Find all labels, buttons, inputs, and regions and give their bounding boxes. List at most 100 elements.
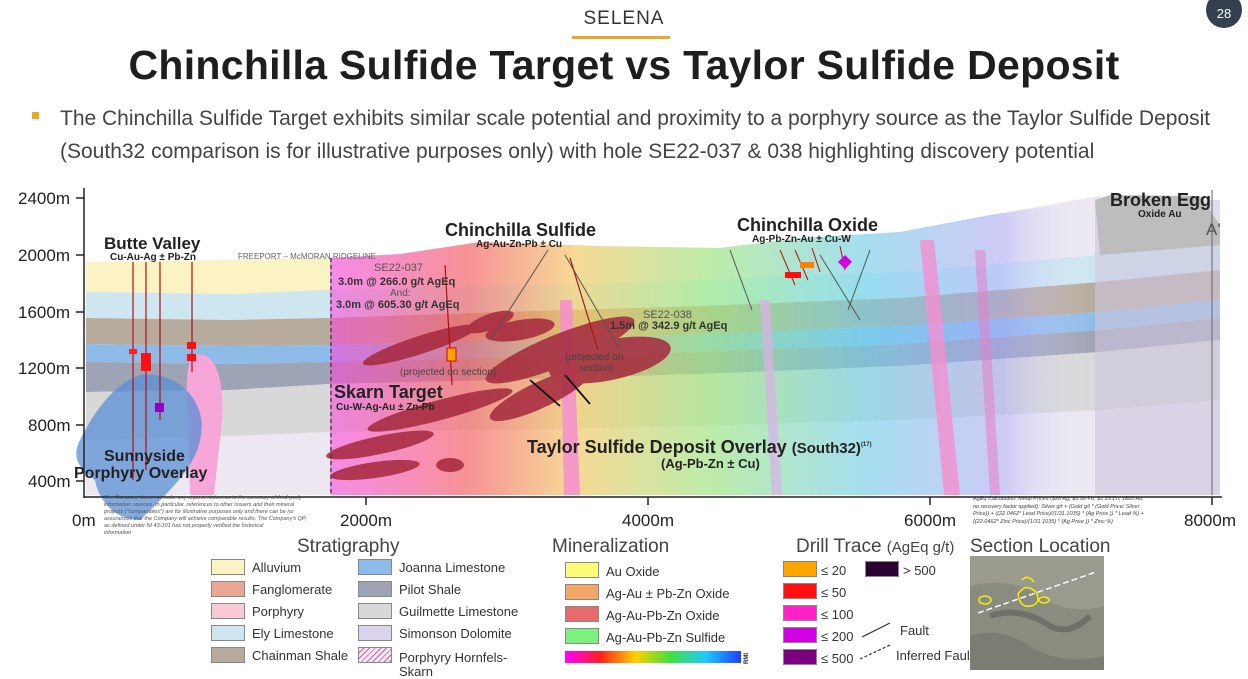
taylor-ref: (17) (860, 442, 872, 448)
swatch-chainman-shale (211, 647, 245, 663)
legend-le-100: ≤ 100 (821, 607, 854, 622)
swatch-le-20 (783, 561, 817, 577)
fault-symbol-icon (861, 622, 891, 638)
legend-fault: Fault (900, 623, 929, 638)
legend-ely-limestone: Ely Limestone (252, 626, 334, 641)
bullet-text: The Chinchilla Sulfide Target exhibits s… (60, 107, 1211, 163)
section-end-label: A' (1206, 220, 1221, 239)
ridgeline-label: FREEPORT – McMORAN RIDGELINE (238, 252, 376, 261)
swatch-gt-500 (865, 561, 899, 577)
drill-trace-title-text: Drill Trace (796, 536, 882, 557)
swatch-ely-limestone (211, 625, 245, 641)
legend-pilot-shale: Pilot Shale (399, 582, 462, 597)
section-location-map (970, 556, 1104, 670)
legend-ag-au-pb-zn-sulfide: Ag-Au-Pb-Zn Sulfide (606, 630, 726, 645)
ageq-line: AgEq Calculation: Metal Prices ($20 Ag, … (973, 496, 1144, 502)
company-name: SELENA (583, 8, 665, 29)
legend-inferred-fault: Inferred Fault (896, 648, 974, 663)
se22-038-int1: 1.5m @ 342.9 g/t AgEq (610, 320, 728, 332)
swatch-ag-au-pb-zn-sulfide (565, 628, 599, 644)
section-location-title: Section Location (970, 536, 1111, 557)
legend-le-50: ≤ 50 (821, 585, 847, 600)
stratigraphy-title: Stratigraphy (297, 536, 400, 557)
chinchilla-sulfide-sub: Ag-Au-Zn-Pb ± Cu (476, 239, 563, 250)
broken-egg-label: Broken Egg (1110, 190, 1212, 210)
legend-ag-au-pb-zn-oxide-a: Ag-Au ± Pb-Zn Oxide (606, 586, 730, 601)
disclaimer-line: assurances that the Company will achieve… (104, 516, 307, 522)
legend-alluvium: Alluvium (252, 560, 302, 575)
legend-porphyry-hornfels-2: Skarn (399, 664, 433, 679)
se22-037-label: SE22-037 (374, 262, 423, 274)
taylor-suffix: (South32) (791, 440, 861, 457)
chinchilla-sulfide-label: Chinchilla Sulfide (445, 220, 597, 240)
disclaimer-line: projects ("comparables") are for illustr… (104, 509, 294, 515)
sunnyside-line2: Porphyry Overlay (74, 465, 208, 482)
ageq-line: Price)) + ((22.0462* Lead Price)/(1/31.1… (973, 511, 1144, 517)
taylor-label: Taylor Sulfide Deposit Overlay (South32)… (527, 437, 872, 458)
y-label-1200: 1200m (18, 359, 70, 378)
butte-valley-label: Butte Valley (104, 234, 201, 253)
ageq-line: no recovery factor applied): Silver g/t … (973, 503, 1140, 510)
swatch-guilmette-limestone (358, 603, 392, 619)
location-map-image (970, 556, 1104, 670)
legend-le-20: ≤ 20 (821, 563, 847, 578)
legend-le-500: ≤ 500 (821, 651, 854, 666)
se22-037-and: And: (390, 288, 411, 299)
rmi-label: RMI (744, 653, 750, 664)
y-label-2400: 2400m (18, 189, 70, 208)
se22-037-int1: 3.0m @ 266.0 g/t AgEq (338, 276, 456, 288)
swatch-ag-au-pb-zn-oxide-a (565, 584, 599, 600)
disclaimer-line: information sources. In particular, refe… (104, 502, 295, 508)
disclaimer-line: information (104, 530, 132, 536)
legend-porphyry-hornfels: Porphyry Hornfels- (399, 650, 508, 665)
x-label-0: 0m (72, 511, 96, 530)
swatch-le-200 (783, 627, 817, 643)
swatch-ag-au-pb-zn-oxide (565, 606, 599, 622)
sunnyside-line1: Sunnyside (104, 448, 185, 465)
y-label-2000: 2000m (18, 246, 70, 265)
x-label-6000: 6000m (904, 511, 956, 530)
skarn-target-sub: Cu-W-Ag-Au ± Zn-Pb (336, 402, 435, 413)
broken-egg-sub: Oxide Au (1138, 209, 1182, 220)
x-label-8000: 8000m (1184, 511, 1236, 530)
se22-038-note2: section) (579, 363, 615, 374)
legend-chainman-shale: Chainman Shale (252, 648, 349, 663)
swatch-pilot-shale (358, 581, 392, 597)
y-label-400: 400m (28, 472, 71, 491)
disclaimer-line: as defined under NI 43-101 has not prope… (104, 523, 264, 529)
legend-fanglomerate: Fanglomerate (252, 582, 333, 597)
disclaimer: The Company does not make any representa… (104, 495, 344, 537)
y-label-800: 800m (28, 416, 71, 435)
bullet-marker-icon (32, 112, 39, 119)
swatch-le-50 (783, 583, 817, 599)
swatch-porphyry-hornfels (358, 647, 392, 663)
swatch-au-oxide (565, 562, 599, 578)
swatch-le-100 (783, 605, 817, 621)
drill-trace-unit: (AgEq g/t) (886, 539, 955, 556)
ageq-line: ((22.0462* Zinc Price)/(1/31.1035) * (Ag… (973, 518, 1113, 525)
drill-trace-title: Drill Trace (AgEq g/t) (796, 536, 954, 558)
se22-038-label: SE22-038 (643, 309, 692, 321)
legend-le-200: ≤ 200 (821, 629, 854, 644)
page-number: 28 (1206, 0, 1242, 28)
legend-guilmette-limestone: Guilmette Limestone (399, 604, 519, 619)
rmi-colorbar (565, 651, 741, 663)
mineralization-title: Mineralization (552, 536, 670, 557)
y-label-1600: 1600m (18, 303, 70, 322)
swatch-joanna-limestone (358, 559, 392, 575)
legend-au-oxide: Au Oxide (606, 564, 660, 579)
x-label-2000: 2000m (340, 511, 392, 530)
swatch-le-500 (783, 649, 817, 665)
swatch-fanglomerate (211, 581, 245, 597)
ageq-note: AgEq Calculation: Metal Prices ($20 Ag, … (973, 496, 1183, 526)
butte-valley-sub: Cu-Au-Ag ± Pb-Zn (110, 252, 197, 263)
chinchilla-oxide-label: Chinchilla Oxide (737, 215, 879, 235)
slide-title: Chinchilla Sulfide Target vs Taylor Sulf… (128, 42, 1120, 88)
x-label-4000: 4000m (622, 511, 674, 530)
se22-037-note: (projected on section) (400, 367, 497, 378)
legend-ag-au-pb-zn-oxide: Ag-Au-Pb-Zn Oxide (606, 608, 720, 623)
legend-gt-500: > 500 (903, 563, 936, 578)
taylor-name: Taylor Sulfide Deposit Overlay (527, 437, 787, 457)
legend-simonson-dolomite: Simonson Dolomite (399, 626, 512, 641)
